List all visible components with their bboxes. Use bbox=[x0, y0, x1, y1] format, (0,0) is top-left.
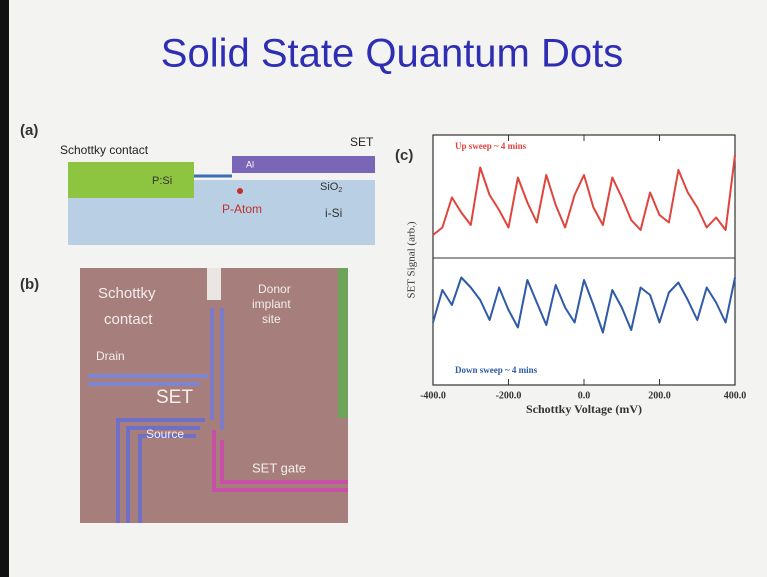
image-label: SET bbox=[156, 387, 193, 408]
page: { "slide": {"title": "Solid State Quantu… bbox=[0, 0, 767, 577]
micrograph-edge bbox=[338, 268, 348, 418]
slide-title: Solid State Quantum Dots bbox=[161, 32, 623, 76]
diagram-label: P:Si bbox=[152, 175, 172, 187]
x-tick-label: 400.0 bbox=[724, 390, 747, 401]
panel-label: (c) bbox=[395, 147, 413, 164]
diagram-label: Schottky contact bbox=[60, 143, 149, 157]
panel-label: (a) bbox=[20, 122, 38, 139]
y-axis-title: SET Signal (arb.) bbox=[406, 221, 418, 298]
x-tick-label: 200.0 bbox=[648, 390, 671, 401]
image-label: site bbox=[262, 312, 281, 326]
image-label: Drain bbox=[96, 349, 125, 363]
image-label: Schottky bbox=[98, 285, 156, 302]
psi-region bbox=[68, 162, 194, 198]
micrograph-gap bbox=[207, 268, 221, 300]
image-label: implant bbox=[252, 297, 291, 311]
p-atom-dot bbox=[237, 188, 243, 194]
legend-label: Up sweep ~ 4 mins bbox=[455, 141, 527, 151]
panel-label: (b) bbox=[20, 276, 39, 293]
diagram-label: Al bbox=[246, 159, 254, 169]
left-border bbox=[0, 0, 9, 577]
image-label: contact bbox=[104, 311, 153, 328]
x-tick-label: 0.0 bbox=[578, 390, 591, 401]
diagram-label: SET bbox=[350, 135, 374, 149]
x-axis-title: Schottky Voltage (mV) bbox=[526, 402, 642, 416]
plot-frame bbox=[433, 135, 735, 385]
image-label: Donor bbox=[258, 282, 291, 296]
image-label: Source bbox=[146, 427, 184, 441]
x-tick-label: -400.0 bbox=[420, 390, 446, 401]
legend-label: Down sweep ~ 4 mins bbox=[455, 365, 538, 375]
diagram-label: 2 bbox=[338, 187, 342, 194]
diagram-label: P-Atom bbox=[222, 202, 262, 216]
slide: Solid State Quantum Dots (a) Schottky co… bbox=[0, 0, 767, 577]
x-tick-label: -200.0 bbox=[496, 390, 522, 401]
diagram-label: i-Si bbox=[325, 206, 342, 220]
image-label: SET gate bbox=[252, 460, 306, 475]
diagram-label: SiO bbox=[320, 181, 339, 193]
